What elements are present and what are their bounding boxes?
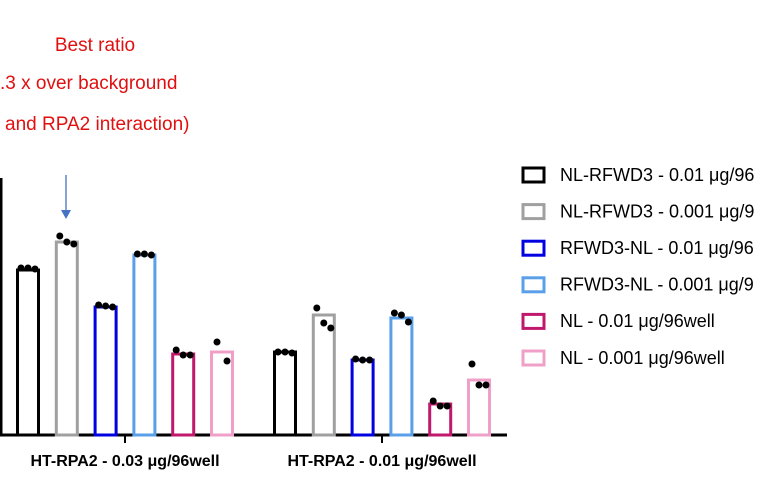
arrow-head	[61, 210, 71, 219]
data-point	[140, 250, 148, 258]
annotation: and RPA2 interaction)	[5, 114, 189, 135]
legend-swatch	[521, 203, 546, 221]
data-point	[17, 264, 25, 272]
bar	[311, 313, 336, 437]
annotation: .3 x over background	[0, 73, 177, 94]
data-point	[429, 397, 437, 405]
bar	[171, 352, 196, 437]
data-point	[95, 301, 103, 309]
data-point	[359, 356, 367, 364]
bar	[273, 350, 297, 437]
data-point	[397, 311, 405, 319]
data-point	[213, 338, 221, 346]
data-point	[320, 319, 328, 327]
data-point	[482, 381, 490, 389]
data-point	[147, 251, 155, 259]
bar	[93, 305, 118, 437]
bar	[389, 316, 414, 437]
legend-label: RFWD3-NL - 0.001 μg/9	[560, 275, 754, 295]
legend-label: NL-RFWD3 - 0.001 μg/9	[560, 201, 754, 221]
data-point	[390, 309, 398, 317]
legend-swatch	[521, 166, 546, 184]
data-point	[274, 348, 282, 356]
bar	[210, 350, 234, 437]
data-point	[24, 264, 32, 272]
legend-label: RFWD3-NL - 0.01 μg/96	[560, 238, 754, 258]
data-point	[172, 346, 180, 354]
bar	[132, 253, 157, 437]
bar	[16, 268, 40, 437]
data-point	[63, 238, 71, 246]
data-point	[179, 351, 187, 359]
data-point	[223, 357, 231, 365]
bar	[467, 378, 491, 437]
bar	[350, 358, 375, 437]
data-point	[468, 360, 476, 368]
legend-label: NL-RFWD3 - 0.01 μg/96	[560, 165, 754, 185]
x-tick-label: HT-RPA2 - 0.03 μg/96well	[30, 453, 219, 470]
legend-label: NL - 0.001 μg/96well	[560, 348, 725, 368]
data-point	[352, 355, 360, 363]
data-point	[70, 240, 78, 248]
legend-swatch	[521, 349, 546, 367]
data-point	[436, 402, 444, 410]
legend-swatch	[521, 276, 546, 294]
x-tick-label: HT-RPA2 - 0.01 μg/96well	[287, 453, 476, 470]
data-point	[56, 232, 64, 240]
data-point	[475, 381, 483, 389]
bar	[54, 240, 79, 437]
data-point	[31, 265, 39, 273]
data-point	[327, 324, 335, 332]
data-point	[109, 303, 117, 311]
legend-swatch	[521, 239, 546, 257]
data-point	[186, 351, 194, 359]
data-point	[133, 250, 141, 258]
data-point	[443, 402, 451, 410]
legend-label: NL - 0.01 μg/96well	[560, 311, 715, 331]
data-point	[366, 356, 374, 364]
data-point	[404, 318, 412, 326]
annotation: Best ratio	[55, 35, 135, 56]
data-point	[288, 349, 296, 357]
data-point	[102, 302, 110, 310]
data-point	[313, 304, 321, 312]
data-point	[281, 348, 289, 356]
legend-swatch	[521, 312, 546, 330]
